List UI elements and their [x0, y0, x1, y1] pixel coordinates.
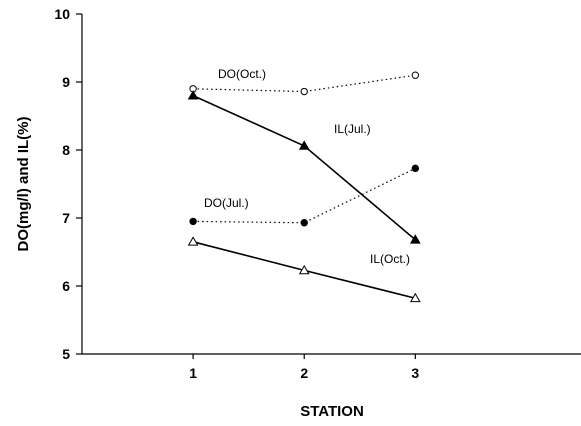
x-tick-label: 3	[411, 365, 419, 381]
data-point	[187, 236, 199, 246]
axes: 5 6 7 8 9 10 1 2 3	[54, 6, 581, 381]
series-annotation: DO(Oct.)	[218, 67, 266, 81]
series-2	[189, 164, 420, 227]
x-tick-label: 1	[189, 365, 197, 381]
data-point	[187, 90, 199, 100]
data-point	[189, 217, 197, 226]
series-line	[192, 94, 416, 241]
data-point	[411, 164, 420, 173]
series-3	[187, 236, 421, 303]
y-tick-label: 7	[62, 210, 70, 226]
annotation-layer: DO(Oct.) IL(Jul.) DO(Jul.) IL(Oct.)	[204, 67, 410, 266]
series-annotation: IL(Jul.)	[334, 122, 371, 136]
y-tick-label: 9	[62, 74, 70, 90]
x-axis-title: STATION	[300, 403, 364, 420]
series-line	[193, 167, 416, 224]
series-line	[193, 74, 416, 93]
y-axis-title: DO(mg/l) and IL(%)	[15, 117, 32, 252]
series-annotation: IL(Oct.)	[370, 252, 410, 266]
y-tick-label: 5	[62, 346, 70, 362]
y-tick-label: 8	[62, 142, 70, 158]
data-point	[411, 71, 420, 79]
data-point	[298, 264, 310, 275]
x-tick-label: 2	[300, 365, 308, 381]
data-point	[409, 234, 421, 244]
data-point	[409, 292, 421, 303]
y-tick-label: 10	[54, 6, 70, 22]
series-1	[187, 90, 421, 244]
data-point	[300, 219, 308, 227]
series-layer	[187, 71, 421, 303]
series-annotation: DO(Jul.)	[204, 196, 249, 210]
data-point	[300, 87, 308, 96]
series-0	[189, 71, 420, 96]
data-point	[298, 140, 310, 150]
y-tick-label: 6	[62, 278, 70, 294]
